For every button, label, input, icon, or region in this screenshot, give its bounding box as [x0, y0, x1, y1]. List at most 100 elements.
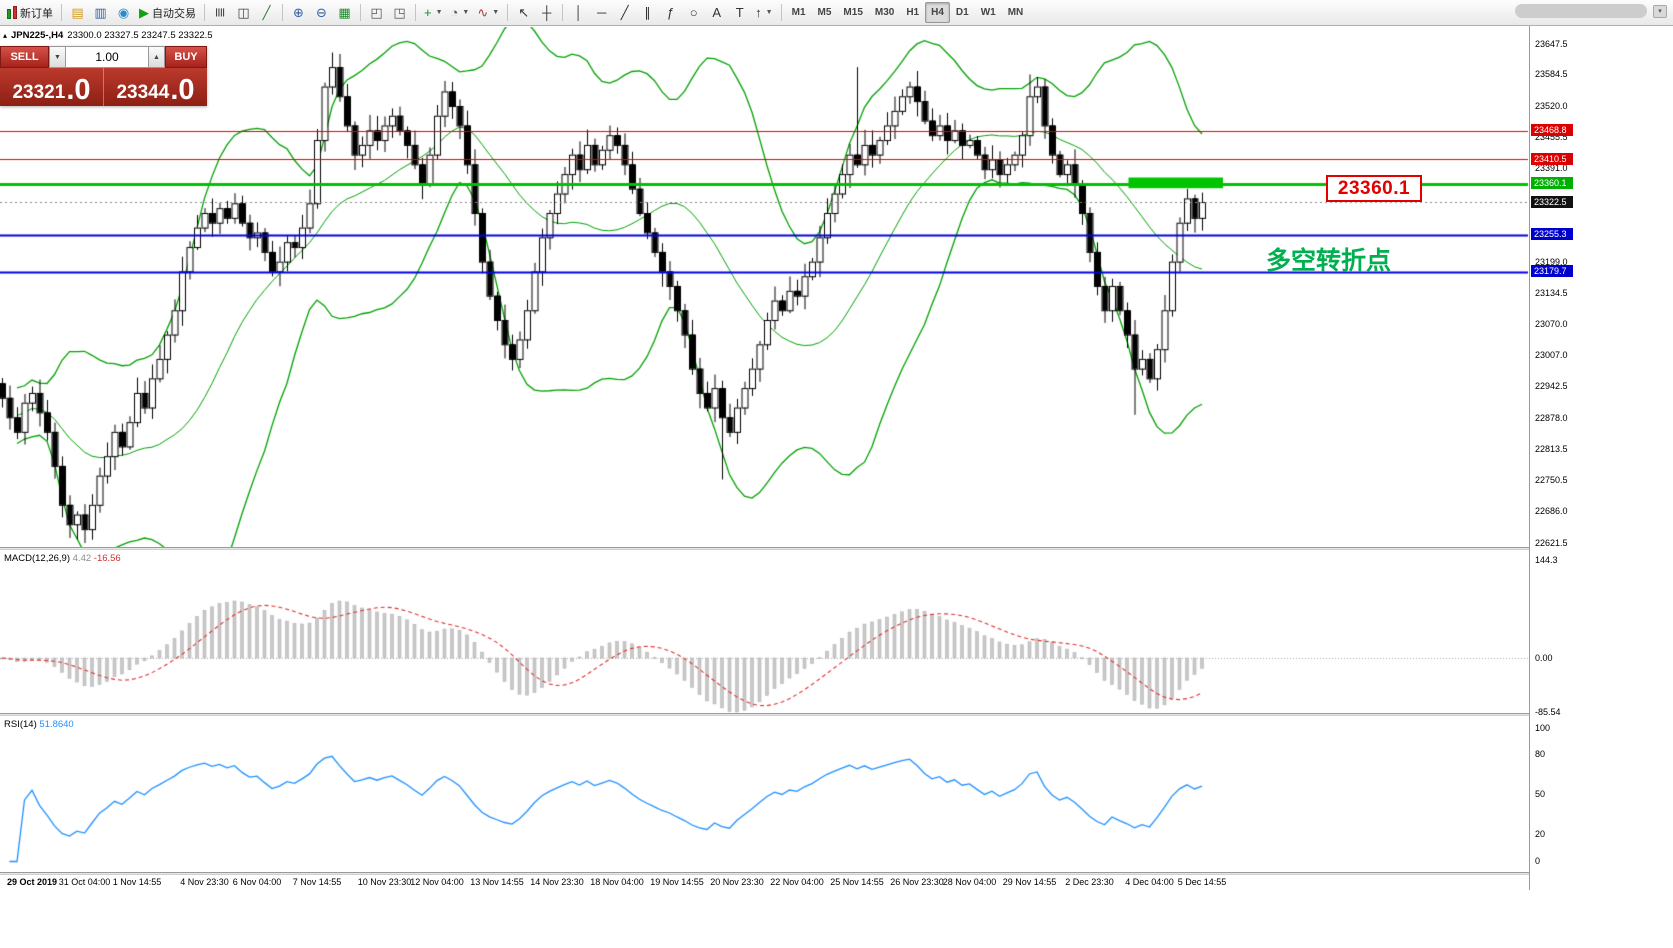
auto-trading-button[interactable]: ▶ 自动交易: [135, 2, 200, 23]
indicator-wave-icon: ∿: [477, 5, 489, 20]
zoom-out-icon: ⊖: [316, 5, 327, 20]
price-axis-label: 23455.5: [1535, 131, 1568, 142]
toolbar-separator: [507, 4, 509, 21]
toolbar-overflow-button[interactable]: ▾: [1653, 5, 1667, 18]
buy-price-display[interactable]: 23344 .0: [103, 68, 207, 106]
zoom-out-button[interactable]: ⊖: [310, 2, 333, 23]
time-axis-label: 26 Nov 23:30: [890, 877, 944, 887]
volume-input[interactable]: 1.00: [66, 46, 148, 68]
price-axis-label: 23007.0: [1535, 350, 1568, 360]
zoom-in-button[interactable]: ⊕: [287, 2, 310, 23]
rsi-indicator-chart[interactable]: [0, 716, 1529, 872]
shapes-button[interactable]: ○: [682, 2, 705, 23]
cascade-windows-button[interactable]: ◳: [388, 2, 411, 23]
price-axis[interactable]: 23647.5 23584.5 23520.0 23455.5 23391.0 23199…: [1529, 26, 1673, 890]
price-axis-label: 22621.5: [1535, 537, 1568, 548]
macd-header: MACD(12,26,9) 4.42 -16.56: [4, 553, 121, 564]
line-chart-button[interactable]: ╱: [255, 2, 278, 23]
time-axis-label: 7 Nov 14:55: [292, 877, 342, 887]
time-axis-label: 29 Nov 14:55: [1002, 877, 1057, 887]
toolbar-group: ≣ ◫ ╱: [209, 0, 278, 25]
channel-icon: ∥: [644, 5, 651, 20]
pane-separator[interactable]: [0, 547, 1673, 550]
text-label-icon: T: [735, 5, 744, 20]
main-price-chart[interactable]: [0, 27, 1529, 547]
timeframe-w1[interactable]: W1: [980, 7, 996, 18]
trendline-icon: ╱: [620, 5, 629, 20]
clock-icon: ◔: [450, 5, 459, 20]
toolbar-scrollbar[interactable]: [1515, 4, 1647, 18]
chevron-down-icon: ▼: [462, 9, 470, 16]
sell-price-display[interactable]: 23321 .0: [0, 68, 103, 106]
time-axis-label: 4 Nov 23:30: [180, 877, 229, 887]
navigator-button[interactable]: ◉: [112, 2, 135, 23]
macd-axis-label: -85.54: [1535, 706, 1561, 717]
fibonacci-button[interactable]: ƒ: [659, 2, 682, 23]
horizontal-line-icon: ─: [597, 5, 607, 20]
market-watch-button[interactable]: ▥: [89, 2, 112, 23]
price-axis-label: 22813.5: [1535, 444, 1568, 455]
time-axis-label: 18 Nov 04:00: [590, 877, 644, 887]
toolbar-separator: [282, 4, 283, 21]
time-axis-label: 1 Nov 14:55: [112, 877, 162, 887]
toolbar-group: 新订单: [3, 0, 57, 25]
text-label-button[interactable]: T: [728, 2, 751, 23]
periods-button[interactable]: ◔ ▼: [447, 2, 474, 23]
price-axis-label: 23199.0: [1535, 256, 1568, 267]
timeframe-d1[interactable]: D1: [955, 7, 969, 18]
chevron-down-icon: ▼: [435, 9, 443, 16]
grid-button[interactable]: ▦: [333, 2, 356, 23]
new-chart-button[interactable]: + ▼: [420, 2, 447, 23]
profiles-icon: ▤: [71, 5, 84, 20]
channel-button[interactable]: ∥: [636, 2, 659, 23]
chart-ohlc-values: 23300.0 23327.5 23247.5 23322.5: [67, 30, 213, 41]
time-axis[interactable]: 29 Oct 2019 31 Oct 04:00 1 Nov 14:55 4 Nov …: [0, 875, 1529, 891]
volume-step-down-button[interactable]: ▼: [49, 46, 66, 68]
candlesticks-icon: ◫: [237, 5, 250, 20]
profiles-button[interactable]: ▤: [66, 2, 89, 23]
bar-chart-button[interactable]: ≣: [209, 2, 232, 23]
time-axis-label: 31 Oct 04:00: [58, 877, 111, 887]
horizontal-line-button[interactable]: ─: [590, 2, 613, 23]
crosshair-button[interactable]: ┼: [535, 2, 558, 23]
timeframe-m15[interactable]: M15: [843, 7, 863, 18]
volume-step-up-button[interactable]: ▲: [148, 46, 165, 68]
chart-title: ▴ JPN225-,H4 23300.0 23327.5 23247.5 233…: [3, 30, 213, 41]
new-order-button[interactable]: 新订单: [3, 2, 57, 23]
new-chart-icon: +: [424, 5, 432, 20]
one-click-trading-panel: SELL ▼ 1.00 ▲ BUY 23321 .0 23344 .0: [0, 46, 207, 106]
indicators-button[interactable]: ∿ ▼: [473, 2, 503, 23]
turning-point-annotation[interactable]: 多空转折点: [1266, 247, 1392, 275]
tile-windows-button[interactable]: ◰: [365, 2, 388, 23]
rsi-axis-label: 80: [1535, 749, 1546, 760]
buy-button[interactable]: BUY: [165, 46, 207, 68]
one-click-collapse-icon[interactable]: ▴: [3, 31, 8, 40]
sell-button[interactable]: SELL: [0, 46, 49, 68]
arrows-button[interactable]: ↑ ▼: [751, 2, 776, 23]
text-icon: A: [712, 5, 721, 20]
pane-separator[interactable]: [0, 713, 1673, 716]
time-axis-label: 20 Nov 23:30: [710, 877, 764, 887]
timeframe-h4[interactable]: H4: [925, 2, 950, 23]
timeframe-m30[interactable]: M30: [874, 7, 895, 18]
timeframe-h1[interactable]: H1: [906, 7, 920, 18]
ohlc-bars-icon: ≣: [213, 7, 228, 18]
timeframe-m1[interactable]: M1: [791, 7, 806, 18]
market-watch-icon: ▥: [94, 5, 107, 20]
cursor-button[interactable]: ↖: [512, 2, 535, 23]
price-axis-label: 23391.0: [1535, 163, 1568, 174]
price-annotation-box[interactable]: 23360.1: [1326, 175, 1422, 202]
text-button[interactable]: A: [705, 2, 728, 23]
timeframe-m5[interactable]: M5: [817, 7, 832, 18]
rsi-axis-label: 100: [1535, 722, 1551, 733]
macd-indicator-chart[interactable]: [0, 550, 1529, 713]
pane-separator[interactable]: [0, 872, 1673, 875]
candlestick-chart-button[interactable]: ◫: [232, 2, 255, 23]
vertical-line-button[interactable]: │: [567, 2, 590, 23]
trendline-button[interactable]: ╱: [613, 2, 636, 23]
timeframe-mn[interactable]: MN: [1007, 7, 1024, 18]
tile-windows-icon: ◰: [370, 5, 383, 20]
price-axis-label: 22942.5: [1535, 381, 1568, 392]
time-axis-label: 6 Nov 04:00: [232, 877, 282, 887]
cascade-windows-icon: ◳: [393, 5, 406, 20]
